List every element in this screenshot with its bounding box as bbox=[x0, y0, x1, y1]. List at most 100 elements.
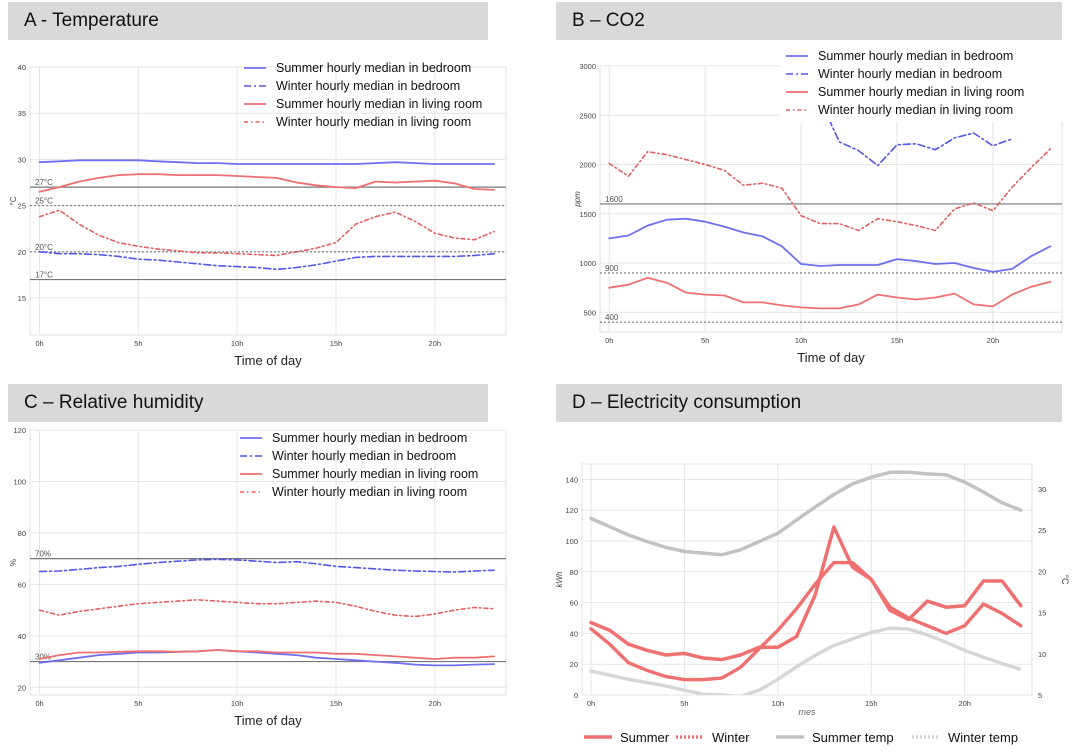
panel-title: B – CO2 bbox=[556, 2, 1062, 40]
y-tick-label: 60 bbox=[570, 599, 578, 608]
y-tick-label: 100 bbox=[13, 477, 26, 486]
reference-label: 25°C bbox=[35, 197, 53, 206]
y-tick-label: 25 bbox=[18, 202, 26, 211]
temperature-chart: 15 20 25 30 35 40 0h 5h 10h 15h 20h Time of day °C 27… bbox=[9, 61, 507, 368]
series-group bbox=[608, 66, 1052, 310]
series-line bbox=[800, 66, 1013, 167]
reference-label: 900 bbox=[605, 264, 619, 273]
panel-temperature: A - Temperature 15 20 25 30 35 40 0h 5h 10h 15h 20… bbox=[8, 2, 536, 374]
x-tick-label: 10h bbox=[231, 339, 244, 348]
x-tick-label: 10h bbox=[795, 336, 808, 345]
y-tick-label: 20 bbox=[18, 248, 26, 257]
series-line bbox=[38, 649, 495, 660]
reference-label: 20°C bbox=[35, 243, 53, 252]
legend-label: Summer bbox=[620, 730, 670, 745]
y2-tick-label: 25 bbox=[1038, 526, 1046, 535]
y2-tick-label: 20 bbox=[1038, 567, 1046, 576]
y2-tick-label: 10 bbox=[1038, 650, 1046, 659]
reference-label: 27°C bbox=[35, 178, 53, 187]
plot-area: 0 20 40 60 80 100 120 140 0h 5h 10h 15h 20h mes kWh 5 10… bbox=[556, 463, 1070, 745]
legend-label: Winter hourly median in bedroom bbox=[276, 79, 460, 93]
legend-background bbox=[780, 46, 1068, 122]
y-tick-label: 35 bbox=[18, 109, 26, 118]
x-tick-label: 15h bbox=[865, 699, 878, 708]
y-tick-label: 2500 bbox=[579, 111, 596, 120]
legend-label: Winter temp bbox=[948, 730, 1018, 745]
x-tick-label: 20h bbox=[429, 339, 442, 348]
y-tick-label: 40 bbox=[18, 63, 26, 72]
legend-label: Summer temp bbox=[812, 730, 894, 745]
y-tick-label: 120 bbox=[565, 506, 578, 515]
x-tick-label: 5h bbox=[680, 699, 688, 708]
y-tick-label: 120 bbox=[13, 426, 26, 435]
x-axis-label: Time of day bbox=[797, 350, 865, 365]
y-tick-label: 1000 bbox=[579, 259, 596, 268]
series-line bbox=[589, 470, 1023, 557]
series-line bbox=[608, 276, 1052, 310]
y-tick-label: 20 bbox=[570, 660, 578, 669]
legend-label: Winter hourly median in living room bbox=[276, 115, 471, 129]
x-tick-label: 10h bbox=[231, 699, 244, 708]
x-tick-label: 20h bbox=[987, 336, 1000, 345]
panel-electricity: D – Electricity consumption 0 20 40 60 80 100… bbox=[556, 384, 1079, 755]
y-tick-label: 500 bbox=[583, 308, 596, 317]
series-line bbox=[608, 217, 1052, 273]
x-tick-label: 20h bbox=[958, 699, 971, 708]
electricity-chart: 0 20 40 60 80 100 120 140 0h 5h 10h 15h 20h mes kWh 5 10… bbox=[556, 463, 1070, 745]
x-tick-label: 15h bbox=[891, 336, 904, 345]
reference-label: 400 bbox=[605, 313, 619, 322]
series-line bbox=[38, 209, 495, 257]
series-line bbox=[589, 560, 1023, 682]
series-line bbox=[38, 159, 495, 165]
x-axis-label: Time of day bbox=[234, 713, 302, 728]
legend-label: Winter hourly median in living room bbox=[818, 103, 1013, 117]
series-line bbox=[589, 525, 1023, 662]
series-line bbox=[38, 649, 495, 667]
y-axis-label: % bbox=[9, 559, 18, 566]
y-tick-label: 80 bbox=[570, 568, 578, 577]
panel-title: D – Electricity consumption bbox=[556, 384, 1062, 422]
reference-label: 1600 bbox=[605, 195, 623, 204]
plot-area: 20 40 60 80 100 120 0h 5h 10h 15h 20h Time of day% 7… bbox=[9, 426, 507, 728]
y-axis-label: °C bbox=[9, 196, 18, 205]
legend-label: Summer hourly median in bedroom bbox=[818, 49, 1013, 63]
y-tick-label: 80 bbox=[18, 529, 26, 538]
y-tick-label: 1500 bbox=[579, 210, 596, 219]
series-line bbox=[608, 148, 1052, 232]
humidity-chart: 20 40 60 80 100 120 0h 5h 10h 15h 20h Time of day% 7… bbox=[9, 426, 507, 728]
x-axis-label: Time of day bbox=[234, 353, 302, 368]
y-tick-label: 2000 bbox=[579, 161, 596, 170]
series-line bbox=[589, 626, 1023, 695]
y-tick-label: 0 bbox=[574, 691, 578, 700]
x-tick-label: 5h bbox=[134, 699, 142, 708]
panel-humidity: C – Relative humidity 20 40 60 80 100 120 0h 5h… bbox=[8, 384, 536, 756]
y-tick-label: 20 bbox=[18, 683, 26, 692]
y-tick-label: 30 bbox=[18, 155, 26, 164]
plot-area: 15 20 25 30 35 40 0h 5h 10h 15h 20h Time of day °C 27… bbox=[9, 61, 507, 368]
x-tick-label: 0h bbox=[35, 339, 43, 348]
legend-label: Summer hourly median in living room bbox=[818, 85, 1024, 99]
x-tick-label: 5h bbox=[701, 336, 709, 345]
co2-chart: 500 1000 1500 2000 2500 3000 0h 5h 10h 15h 20h Time… bbox=[573, 46, 1068, 365]
y-tick-label: 60 bbox=[18, 580, 26, 589]
x-tick-label: 10h bbox=[772, 699, 785, 708]
x-tick-label: 0h bbox=[605, 336, 613, 345]
y2-tick-label: 15 bbox=[1038, 609, 1046, 618]
legend-label: Summer hourly median in bedroom bbox=[272, 431, 467, 445]
legend-label: Winter hourly median in bedroom bbox=[272, 449, 456, 463]
y2-tick-label: 30 bbox=[1038, 485, 1046, 494]
x-axis-label: mes bbox=[798, 707, 816, 717]
y-axis-label: kWh bbox=[556, 571, 564, 588]
series-group bbox=[589, 470, 1023, 695]
series-line bbox=[38, 251, 495, 271]
x-tick-label: 20h bbox=[429, 699, 442, 708]
legend-label: Summer hourly median in living room bbox=[276, 97, 482, 111]
y-tick-label: 3000 bbox=[579, 62, 596, 71]
y2-axis-label: °C bbox=[1060, 574, 1070, 585]
series-group bbox=[38, 558, 495, 667]
series-line bbox=[38, 599, 495, 618]
legend-label: Summer hourly median in bedroom bbox=[276, 61, 471, 75]
legend-label: Winter hourly median in living room bbox=[272, 485, 467, 499]
legend-label: Winter bbox=[712, 730, 750, 745]
plot-area: 500 1000 1500 2000 2500 3000 0h 5h 10h 15h 20h Time… bbox=[573, 46, 1068, 365]
